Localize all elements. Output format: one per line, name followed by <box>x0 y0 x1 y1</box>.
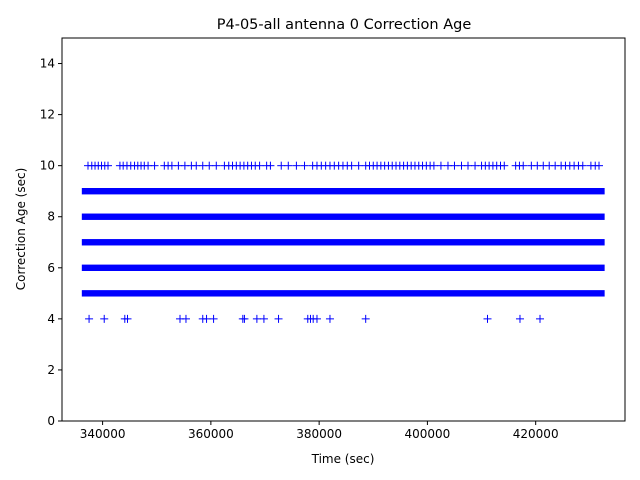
plot-frame <box>61 37 626 422</box>
y-tick-label: 10 <box>40 159 55 173</box>
data-point-y4 <box>536 314 545 323</box>
data-point-y4 <box>85 314 94 323</box>
data-point-y10 <box>212 161 221 170</box>
data-point-y4 <box>325 314 334 323</box>
data-band-6 <box>81 264 605 271</box>
data-point-y10 <box>205 161 214 170</box>
data-point-y10 <box>595 161 604 170</box>
x-tick-label: 420000 <box>513 427 559 441</box>
data-band-9 <box>81 188 605 195</box>
data-point-y4 <box>361 314 370 323</box>
data-point-y10 <box>354 161 363 170</box>
data-point-y10 <box>104 161 113 170</box>
x-axis-ticks: 340000 360000 380000 400000 420000 <box>80 421 559 441</box>
y-tick-label: 0 <box>47 414 55 428</box>
data-point-y4 <box>274 314 283 323</box>
data-point-y10 <box>347 161 356 170</box>
y-axis-ticks: 0 2 4 6 8 10 12 14 <box>40 57 62 428</box>
data-point-y4 <box>240 314 249 323</box>
data-point-y4 <box>252 314 261 323</box>
y-tick-label: 6 <box>47 261 55 275</box>
y-tick-label: 14 <box>40 57 55 71</box>
data-band-7 <box>81 239 605 246</box>
data-point-y10 <box>255 161 264 170</box>
data-point-y10 <box>578 161 587 170</box>
y-tick-label: 4 <box>47 312 55 326</box>
data-point-y10 <box>266 161 275 170</box>
data-point-y4 <box>181 314 190 323</box>
data-point-y10 <box>519 161 528 170</box>
data-point-y4 <box>515 314 524 323</box>
data-band-8 <box>81 213 605 220</box>
data-point-y10 <box>150 161 159 170</box>
data-point-y10 <box>300 161 309 170</box>
data-point-y10 <box>292 161 301 170</box>
x-tick-label: 380000 <box>296 427 342 441</box>
plot-marks <box>81 161 605 323</box>
y-axis-label: Correction Age (sec) <box>14 168 28 291</box>
data-point-y10 <box>284 161 293 170</box>
x-tick-label: 340000 <box>80 427 126 441</box>
data-point-y4 <box>100 314 109 323</box>
data-point-y4 <box>123 314 132 323</box>
x-tick-label: 400000 <box>405 427 451 441</box>
data-point-y10 <box>450 161 459 170</box>
data-point-y4 <box>209 314 218 323</box>
data-point-y10 <box>500 161 509 170</box>
data-point-y10 <box>429 161 438 170</box>
data-point-y4 <box>202 314 211 323</box>
data-point-y4 <box>259 314 268 323</box>
x-axis-label: Time (sec) <box>311 452 375 466</box>
chart-title: P4-05-all antenna 0 Correction Age <box>217 17 472 33</box>
x-tick-label: 360000 <box>188 427 234 441</box>
data-point-y10 <box>277 161 286 170</box>
y-tick-label: 12 <box>40 108 55 122</box>
data-point-y4 <box>312 314 321 323</box>
data-band-5 <box>81 290 605 297</box>
data-point-y10 <box>436 161 445 170</box>
data-point-y4 <box>483 314 492 323</box>
y-tick-label: 2 <box>47 363 55 377</box>
y-tick-label: 8 <box>47 210 55 224</box>
data-point-y10 <box>464 161 473 170</box>
